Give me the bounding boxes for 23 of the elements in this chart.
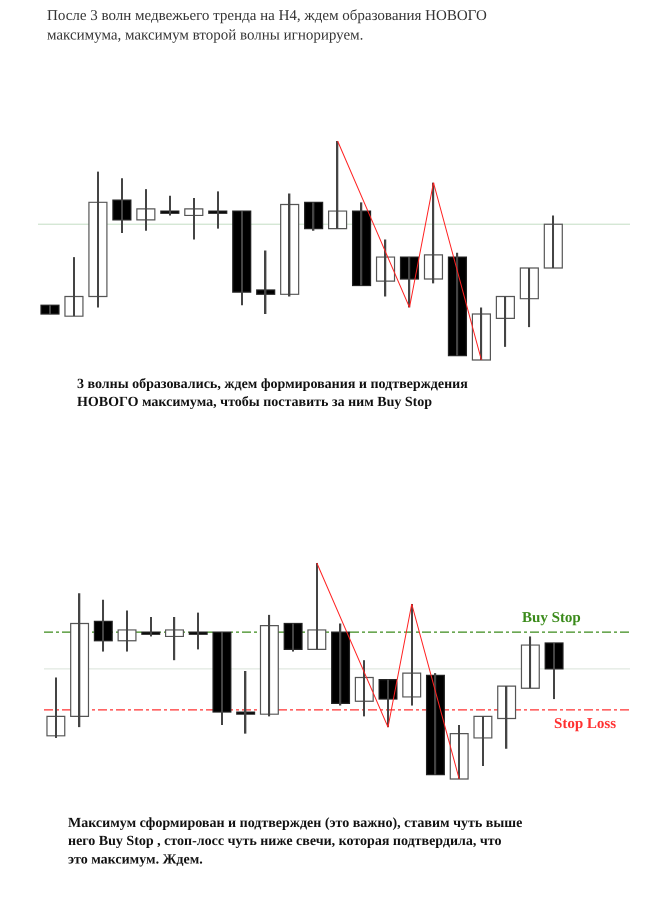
candlestick — [236, 671, 256, 734]
candlestick — [64, 257, 84, 317]
candlestick — [307, 563, 326, 650]
candlestick — [212, 632, 232, 725]
candlestick — [544, 642, 564, 700]
text: 3 волны образовались, ждем формирования и подтверждения НОВОГО максимума, чтобы поставить за ним Buy Stop — [77, 377, 468, 410]
candlestick — [141, 617, 160, 636]
chart-title: После 3 волн медвежьего тренда на H4, ждем образования НОВОГО максимума, максимум второй волны игнорируем. — [47, 8, 487, 44]
candlestick — [260, 614, 279, 716]
ref-line-label: Stop Loss — [554, 716, 616, 732]
ref-line-label: Buy Stop — [522, 610, 581, 626]
text: Максимум сформирован и подтвержден (это важно), ставим чуть выше него Buy Stop , стоп-лосс чуть ниже свечи, которая подтвердила, что это максимум. Ждем. — [68, 816, 522, 868]
candlestick — [402, 604, 422, 706]
candlestick — [118, 610, 137, 652]
candlestick — [520, 636, 540, 689]
candlestick — [94, 600, 113, 652]
candlestick — [544, 215, 563, 269]
candlestick — [208, 191, 228, 229]
candlestick — [188, 612, 208, 650]
candlestick — [160, 196, 180, 216]
candlestick — [232, 210, 252, 306]
candlestick — [284, 622, 303, 652]
candlestick — [40, 304, 60, 315]
